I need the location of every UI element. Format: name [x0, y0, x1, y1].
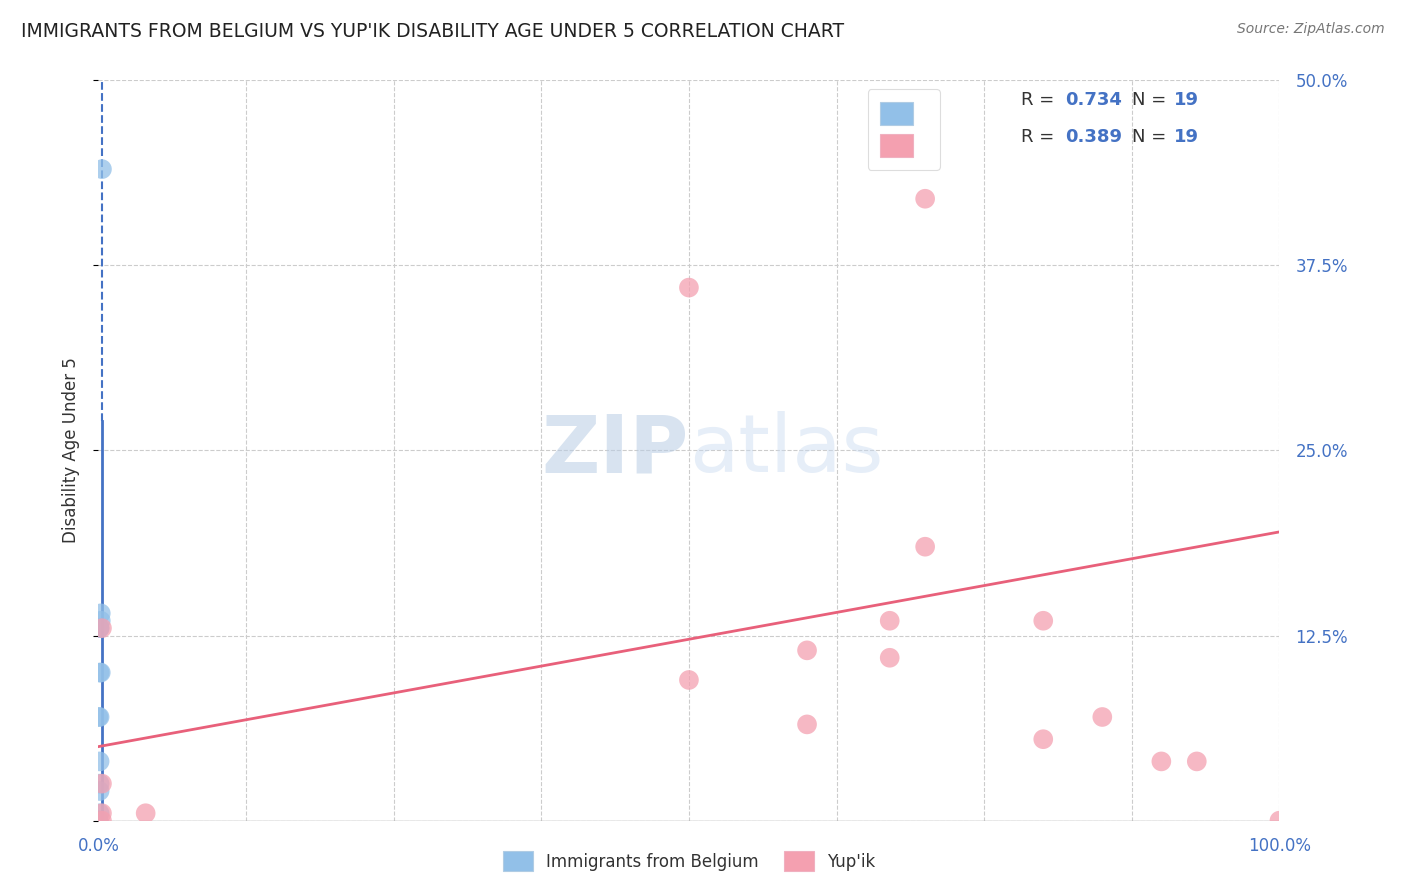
Point [914, 540, 936, 554]
Text: 0.734: 0.734 [1066, 91, 1122, 110]
Point [89, 621, 111, 635]
Point [91, 162, 114, 177]
Text: N =: N = [1132, 91, 1173, 110]
Point [89, 776, 111, 791]
Point [91, 806, 114, 821]
Legend: Immigrants from Belgium, Yup'ik: Immigrants from Belgium, Yup'ik [495, 843, 883, 879]
Point [89, 755, 111, 769]
Point [914, 192, 936, 206]
Point [87, 814, 110, 828]
Point [87, 814, 110, 828]
Point [87, 710, 110, 724]
Point [87, 814, 110, 828]
Point [87, 814, 110, 828]
Point [1091, 710, 1114, 724]
Point [89, 710, 111, 724]
Point [87, 814, 110, 828]
Point [1032, 732, 1054, 747]
Point [91, 621, 114, 635]
Text: 19: 19 [1174, 91, 1199, 110]
Text: R =: R = [1021, 128, 1060, 145]
Point [90, 614, 112, 628]
Text: N =: N = [1132, 128, 1173, 145]
Point [135, 806, 157, 821]
Point [1150, 755, 1173, 769]
Text: Source: ZipAtlas.com: Source: ZipAtlas.com [1237, 22, 1385, 37]
Text: 0.389: 0.389 [1066, 128, 1122, 145]
Point [87, 814, 110, 828]
Point [678, 673, 700, 687]
Point [91, 814, 114, 828]
Point [89, 784, 111, 798]
Text: atlas: atlas [689, 411, 883, 490]
Point [89, 806, 111, 821]
Text: 19: 19 [1174, 128, 1199, 145]
Y-axis label: Disability Age Under 5: Disability Age Under 5 [62, 358, 80, 543]
Text: IMMIGRANTS FROM BELGIUM VS YUP'IK DISABILITY AGE UNDER 5 CORRELATION CHART: IMMIGRANTS FROM BELGIUM VS YUP'IK DISABI… [21, 22, 844, 41]
Point [90, 665, 112, 680]
Point [89, 665, 111, 680]
Point [678, 280, 700, 294]
Point [1268, 814, 1291, 828]
Point [1032, 614, 1054, 628]
Point [91, 776, 114, 791]
Point [90, 607, 112, 621]
Text: ZIP: ZIP [541, 411, 689, 490]
Text: R =: R = [1021, 91, 1060, 110]
Point [879, 614, 901, 628]
Point [879, 650, 901, 665]
Point [1185, 755, 1208, 769]
Point [796, 717, 818, 731]
Point [89, 621, 111, 635]
Point [796, 643, 818, 657]
